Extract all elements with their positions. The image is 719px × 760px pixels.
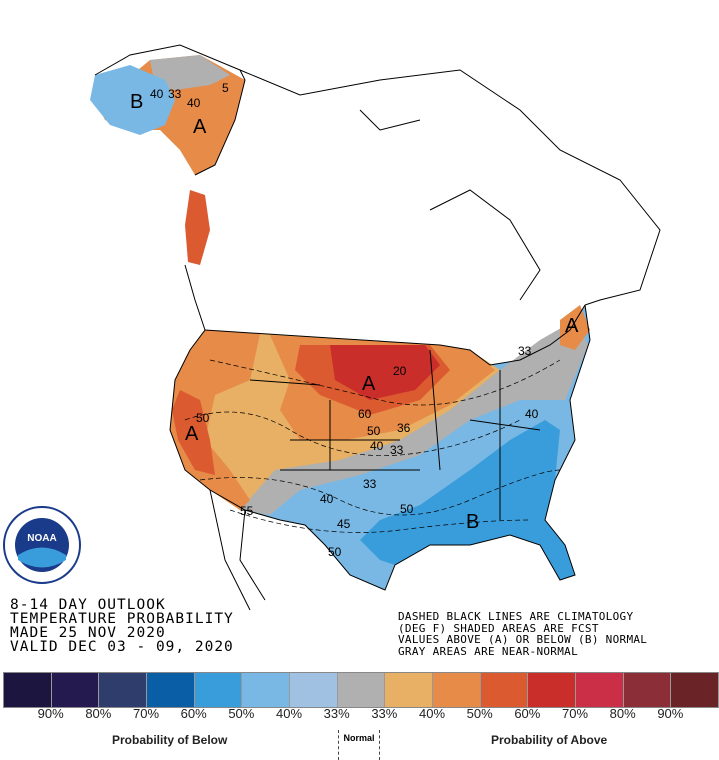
contour-label: 36 [397,421,411,435]
note-line: DASHED BLACK LINES ARE CLIMATOLOGY [398,610,634,623]
below-label: B [466,511,479,533]
legend-swatch [671,673,719,707]
legend-swatch [290,673,338,707]
contour-label: 33 [363,477,377,491]
contour-label: 20 [393,364,407,378]
valid-dates: VALID DEC 03 - 09, 2020 [10,639,234,655]
contour-label: 60 [358,407,372,421]
legend-swatch [194,673,243,707]
contour-label: 40 [370,439,384,453]
alaska-gray-region [150,55,230,90]
alaska-below-region [90,65,175,135]
legend-below-label: Probability of Below [112,733,228,747]
legend-tick-label: 50% [228,706,255,721]
map-canvas: NOAA A A A A B B 20 60 50 40 36 33 33 40… [3,44,661,611]
legend-tick-label: 90% [37,706,64,721]
map-outlines [94,44,661,611]
below-label: B [130,91,143,113]
legend-swatch [4,673,52,707]
contour-label: 33 [518,344,532,358]
legend-swatch [147,673,195,707]
legend-tick-label: 60% [180,706,207,721]
note-line: GRAY AREAS ARE NEAR-NORMAL [398,644,578,658]
contour-label: 33 [390,443,404,457]
legend-swatch [623,673,672,707]
above-label: A [185,423,199,445]
outlook-title: 8-14 DAY OUTLOOK TEMPERATURE PROBABILITY… [10,597,234,655]
legend-tick-label: 50% [466,706,493,721]
climatology-lines [184,359,561,533]
contour-label: 33 [168,87,182,101]
made-date: MADE 25 NOV 2020 [10,625,166,641]
legend-tick-label: 60% [514,706,541,721]
probability-legend [3,672,719,708]
map-notes: DASHED BLACK LINES ARE CLIMATOLOGY (DEG … [398,611,647,657]
legend-tick-label: 70% [561,706,589,721]
contour-label: 50 [367,424,381,438]
map-labels: A A A A B B [130,91,579,533]
legend-tick-label: 33% [323,706,350,721]
legend-swatch [576,673,624,707]
above-label: A [362,373,376,395]
contour-label: 5 [222,81,229,95]
contour-label: 40 [525,407,539,421]
legend-swatch [480,673,529,707]
contour-label: 55 [240,504,254,518]
legend-tick-label: 90% [657,706,684,721]
title-line: 8-14 DAY OUTLOOK [10,597,166,613]
above-label: A [193,116,207,138]
near-normal-band [240,320,588,515]
noaa-logo-text: NOAA [27,533,56,544]
title-line: TEMPERATURE PROBABILITY [10,611,234,627]
note-line: (DEG F) SHADED AREAS ARE FCST [398,621,599,635]
legend-swatch [337,673,386,707]
legend-tick-label: 40% [418,706,446,721]
central-above-70-region [330,345,440,400]
northeast-above-region [560,305,590,350]
legend-tick-label: 70% [132,706,160,721]
contour-label: 40 [150,87,164,101]
pacific-nw-above-region [185,190,210,265]
contour-label: 40 [320,492,334,506]
contour-label: 40 [187,96,201,110]
note-line: VALUES ABOVE (A) OR BELOW (B) NORMAL [398,633,648,646]
legend-tick-label: 80% [85,706,112,721]
legend-swatch [51,673,100,707]
legend-swatch [385,673,434,707]
above-label: A [565,315,579,337]
california-above-60-region [172,390,215,475]
contour-label: 50 [196,411,210,425]
southeast-below-region [360,420,575,580]
contour-label: 45 [337,517,351,531]
legend-swatch [433,673,481,707]
legend-tick-label: 33% [371,706,398,721]
legend-above-label: Probability of Above [491,733,608,747]
legend-tick-label: 80% [609,706,636,721]
legend-tick-label: 40% [275,706,303,721]
legend-swatch [99,673,148,707]
legend-swatch [242,673,291,707]
contour-label: 50 [328,545,342,559]
contour-labels: 20 60 50 40 36 33 33 40 50 33 40 45 50 5… [150,81,539,559]
contour-label: 50 [400,502,414,516]
noaa-logo: NOAA [3,506,81,584]
legend-normal-label: Normal [338,730,380,760]
legend-swatch [528,673,577,707]
